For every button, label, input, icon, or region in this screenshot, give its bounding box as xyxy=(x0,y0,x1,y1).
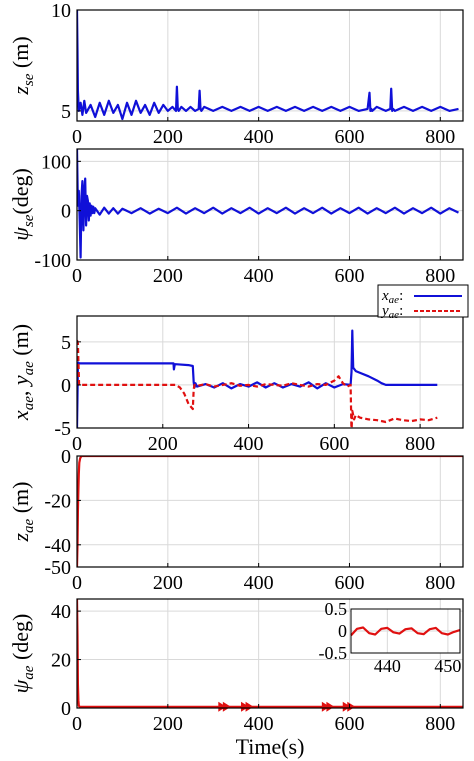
ytick-label-1: 10 xyxy=(51,0,71,22)
xtick-label-2: 400 xyxy=(244,572,274,594)
legend: xae:yae: xyxy=(377,284,469,321)
series-line-2 xyxy=(77,339,438,428)
axes-box xyxy=(76,315,464,429)
xtick-label-2: 400 xyxy=(234,433,264,455)
marker-7 xyxy=(342,701,351,712)
ytick-label-1: -40 xyxy=(44,535,71,557)
xtick-label-1: 200 xyxy=(153,572,183,594)
xtick-label-0: 0 xyxy=(72,572,82,594)
plot-area xyxy=(77,316,463,428)
xtick-label-2: 400 xyxy=(244,265,274,287)
inset-ytick-label-2: 0.5 xyxy=(325,599,348,619)
chart-panel-1: 0 200 400 600 800 5 10 zse (m) xyxy=(8,0,464,148)
inset-series-line-1 xyxy=(350,626,461,637)
xtick-label-2: 400 xyxy=(244,126,274,148)
marker-2 xyxy=(222,701,231,712)
axes-box xyxy=(76,598,464,709)
ytick-label-0: -50 xyxy=(44,557,71,579)
inset-ytick-label-0: -0.5 xyxy=(319,643,348,663)
xtick-label-1: 200 xyxy=(148,433,178,455)
inset-ytick-label-1: 0 xyxy=(338,621,347,641)
inset-xtick-label-1: 450 xyxy=(434,656,461,676)
ytick-label-2: 5 xyxy=(61,332,71,354)
ytick-label-0: -100 xyxy=(34,250,71,272)
ylabel: zae (m) xyxy=(8,482,37,543)
ytick-label-2: 100 xyxy=(41,151,71,173)
xtick-label-1: 200 xyxy=(153,126,183,148)
marker-3 xyxy=(241,701,250,712)
series-line-1 xyxy=(77,456,463,567)
xtick-label-2: 400 xyxy=(244,713,274,735)
marker-1 xyxy=(218,701,227,712)
xtick-label-3: 600 xyxy=(334,265,364,287)
marker-4 xyxy=(245,701,254,712)
xtick-label-3: 600 xyxy=(334,126,364,148)
inset-xtick-label-0: 440 xyxy=(374,656,401,676)
plot-area xyxy=(77,456,463,567)
xtick-label-3: 600 xyxy=(334,713,364,735)
ylabel: ψse(deg) xyxy=(8,168,37,241)
ytick-label-2: 40 xyxy=(51,601,71,623)
xtick-label-4: 800 xyxy=(425,572,455,594)
xtick-label-1: 200 xyxy=(153,265,183,287)
xtick-label-0: 0 xyxy=(72,126,82,148)
xtick-label-3: 600 xyxy=(319,433,349,455)
series-line-1 xyxy=(77,329,438,428)
plot-area xyxy=(77,149,463,260)
chart-panel-5: 0 200 400 600 800 0 20 40 ψae (deg) Time(s) 440 450… xyxy=(8,598,464,759)
legend-label-1: xae: xyxy=(381,288,403,306)
ytick-label-0: 5 xyxy=(61,101,71,123)
inset-box xyxy=(350,608,461,654)
xtick-label-1: 200 xyxy=(153,713,183,735)
xtick-label-4: 800 xyxy=(425,265,455,287)
ylabel: zse (m) xyxy=(8,36,37,95)
inset-chart: 440 450 -0.500.5 xyxy=(319,599,462,676)
ylabel: ψae (deg) xyxy=(8,614,37,694)
xtick-label-0: 0 xyxy=(72,713,82,735)
xtick-label-0: 0 xyxy=(72,265,82,287)
xtick-label-4: 800 xyxy=(405,433,435,455)
xtick-label-4: 800 xyxy=(425,713,455,735)
ytick-label-1: 0 xyxy=(61,375,71,397)
series-line-1 xyxy=(77,10,459,121)
plot-area xyxy=(77,10,463,121)
axes-box xyxy=(76,148,464,261)
series-line-1 xyxy=(77,599,463,708)
chart-panel-4: 0 200 400 600 800 -50-40 -20 0 zae (m) xyxy=(8,446,464,594)
series-line-1 xyxy=(77,149,459,259)
axes-box xyxy=(76,9,464,122)
ytick-label-3: 0 xyxy=(61,446,71,468)
ytick-label-0: -5 xyxy=(54,418,71,440)
ylabel: xae, yae (m) xyxy=(8,324,37,421)
xlabel: Time(s) xyxy=(236,734,305,759)
ytick-label-2: -20 xyxy=(44,490,71,512)
xtick-label-4: 800 xyxy=(425,126,455,148)
marker-5 xyxy=(321,701,330,712)
ytick-label-1: 0 xyxy=(61,201,71,223)
ytick-label-1: 20 xyxy=(51,650,71,672)
xtick-label-0: 0 xyxy=(72,433,82,455)
legend-label-2: yae: xyxy=(380,303,403,321)
marker-6 xyxy=(326,701,335,712)
ytick-label-0: 0 xyxy=(61,698,71,720)
axes-box xyxy=(76,455,464,568)
xtick-label-3: 600 xyxy=(334,572,364,594)
